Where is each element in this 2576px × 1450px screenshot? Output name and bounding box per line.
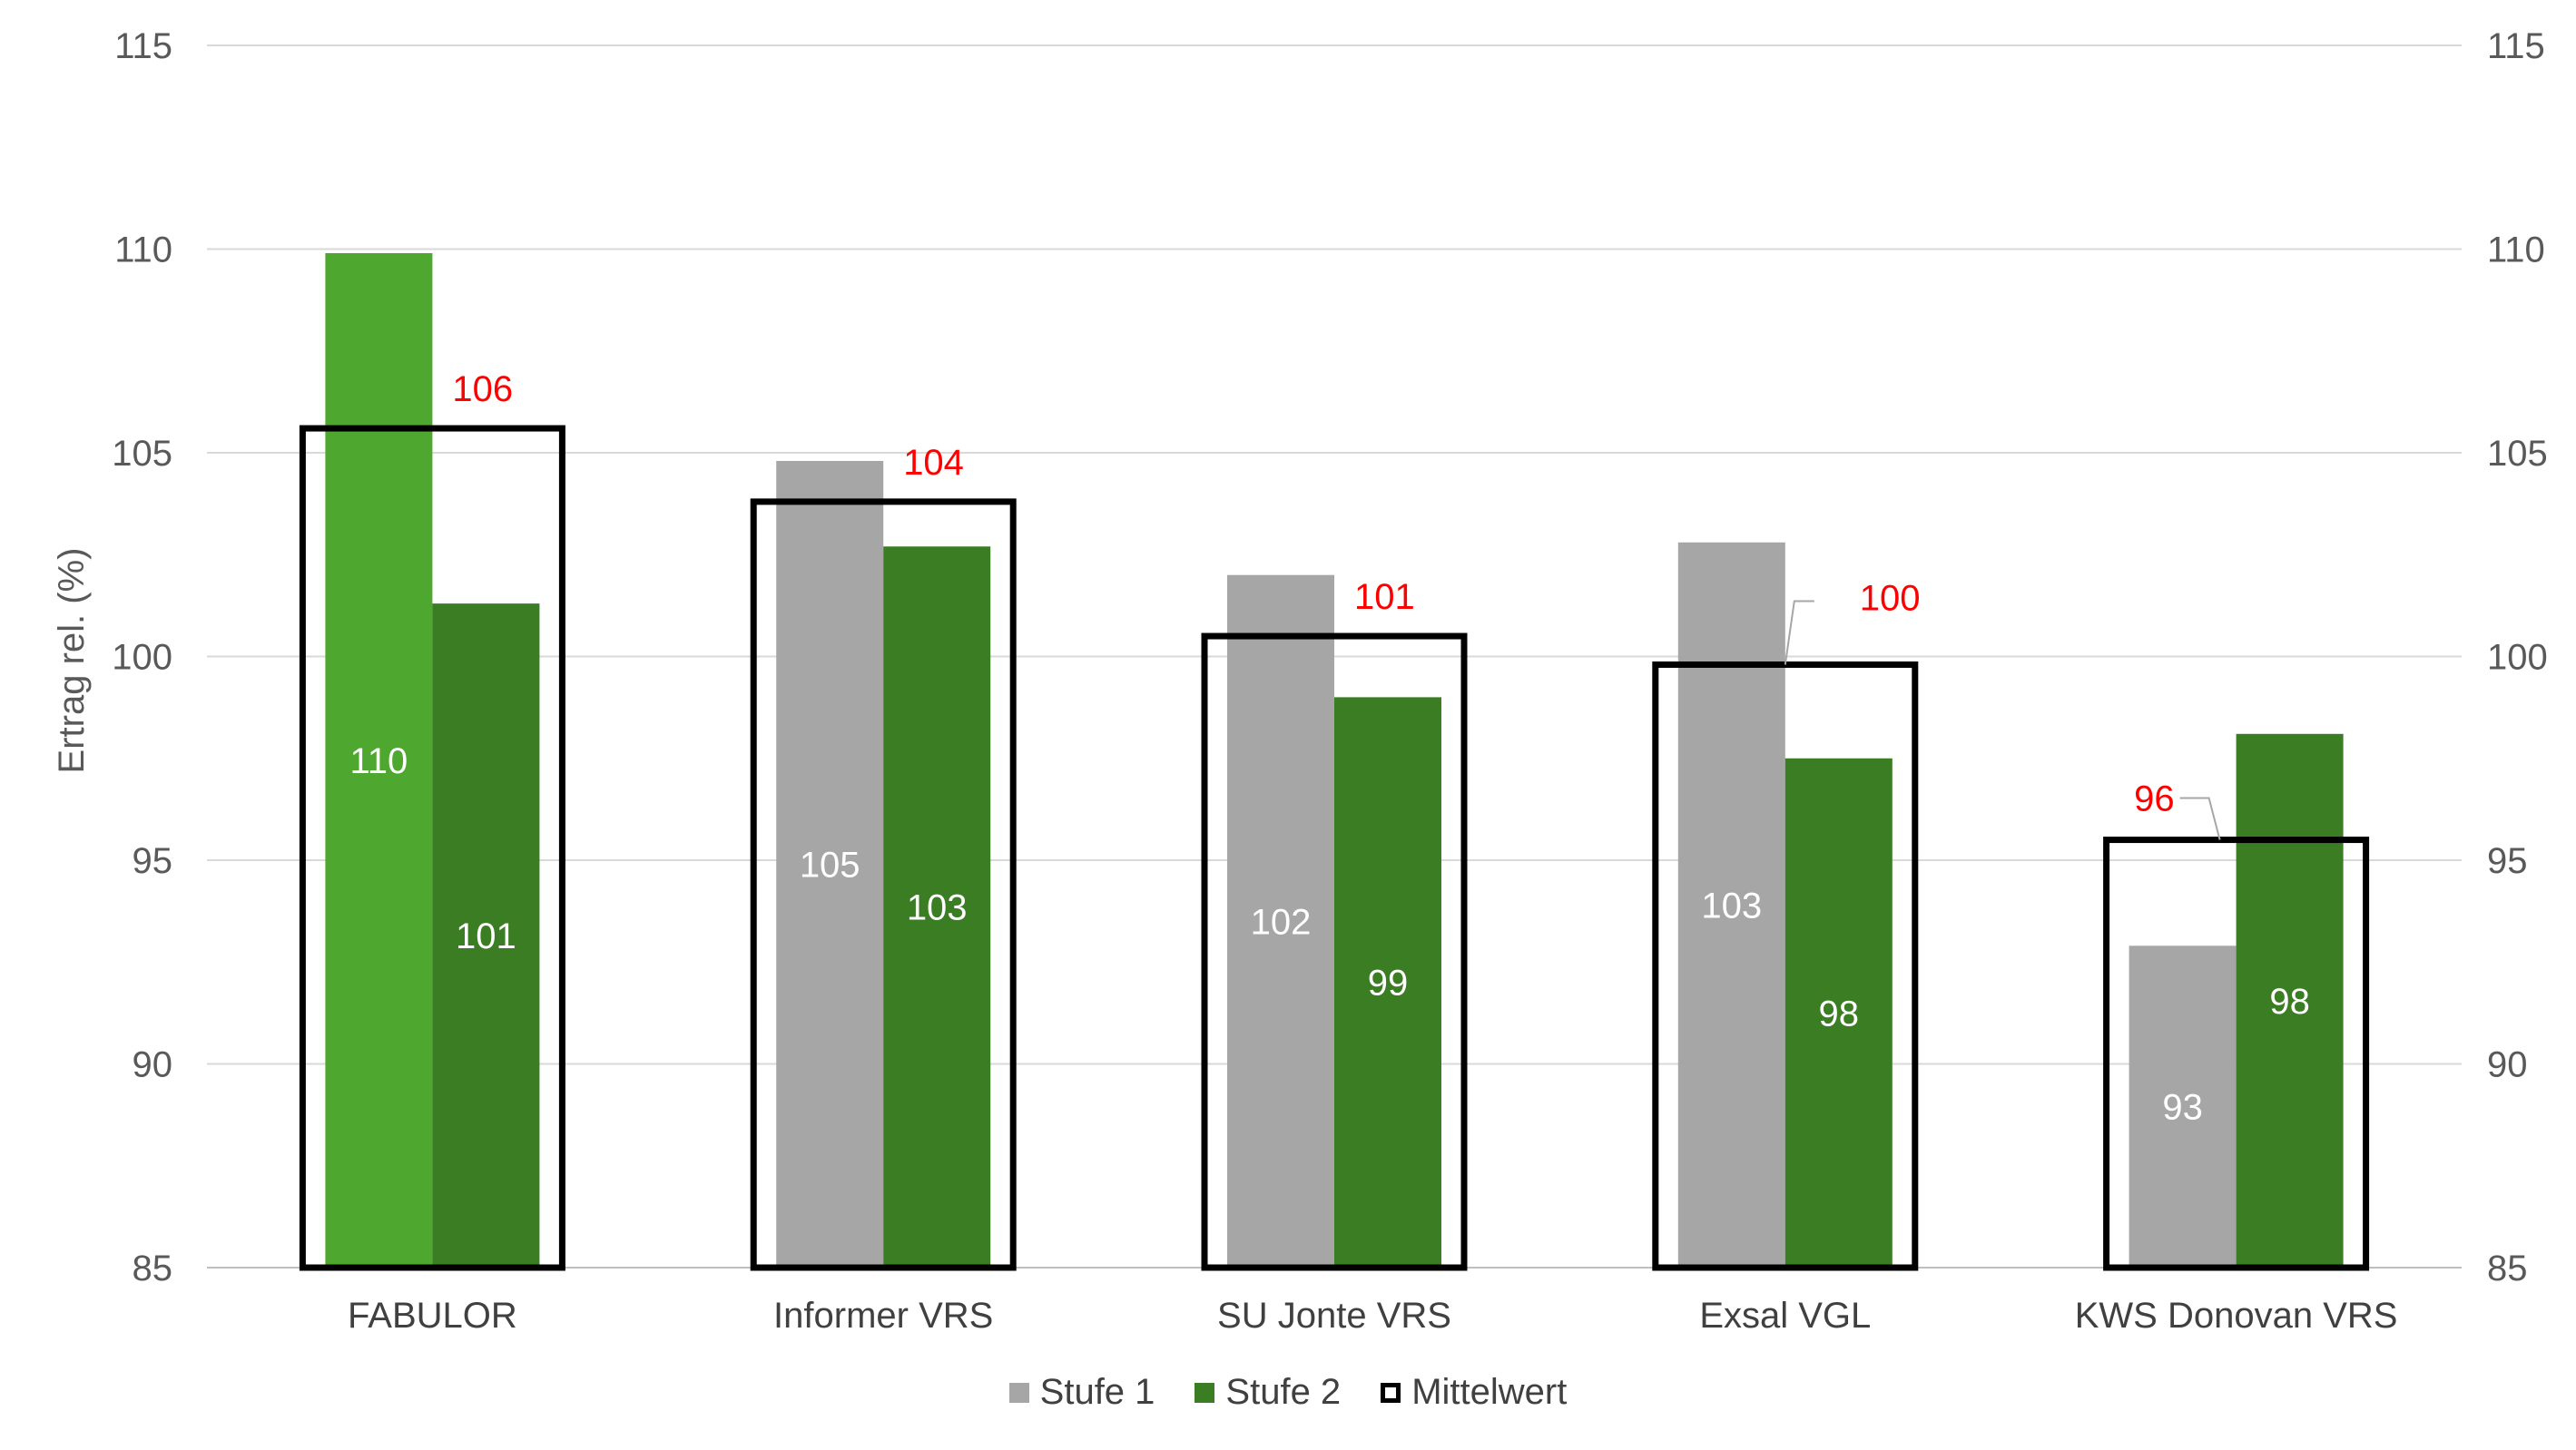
y-tick-label-left: 85 [133,1249,173,1288]
bar-stufe-1 [325,252,433,1268]
y-axis-right: 85 90 95 100 105 110 115 [2487,26,2548,1288]
bar-stufe-1 [776,460,884,1269]
y-tick-label-right: 110 [2487,230,2545,270]
x-tick-label: KWS Donovan VRS [2075,1296,2398,1336]
bar-stufe-2 [432,603,540,1268]
bar-stufe-2 [2236,733,2344,1268]
data-label-mittelwert: 106 [452,369,513,409]
mean-box [299,425,565,1271]
data-label-stufe-1: 103 [1701,886,1762,926]
y-tick-label-right: 105 [2487,434,2548,474]
mean-box [1201,632,1468,1271]
data-label-mittelwert: 101 [1354,577,1415,617]
bar-stufe-1 [1227,574,1334,1268]
legend-label-stufe-2: Stufe 2 [1225,1372,1342,1412]
data-label-stufe-1: 110 [350,741,408,781]
mean-box [750,498,1017,1271]
y-tick-label-left: 105 [112,434,172,474]
data-label-mittelwert: 104 [903,443,964,483]
legend: Stufe 1 Stufe 2 Mittelwert [0,1372,2576,1413]
x-tick-label: Informer VRS [773,1296,993,1336]
data-label-stufe-2: 98 [2269,982,2310,1022]
y-axis-left: 85 90 95 100 105 110 115 [112,26,172,1288]
y-tick-label-right: 95 [2487,841,2528,881]
data-label-stufe-1: 93 [2162,1088,2203,1128]
legend-item-stufe-1: Stufe 1 [1008,1372,1155,1413]
legend-item-mittelwert: Mittelwert [1381,1372,1567,1413]
data-label-stufe-2: 101 [456,916,516,956]
data-label-mittelwert: 100 [1860,578,1921,618]
y-tick-label-left: 115 [114,26,172,66]
y-tick-label-right: 100 [2487,638,2548,678]
x-tick-label: SU Jonte VRS [1217,1296,1451,1336]
x-tick-label: FABULOR [348,1296,517,1336]
leader-line [2179,797,2221,840]
bar-stufe-2 [1334,697,1441,1268]
x-tick-label: Exsal VGL [1699,1296,1871,1336]
y-tick-label-left: 90 [133,1045,173,1085]
y-tick-label-left: 100 [112,638,172,678]
data-label-stufe-1: 105 [800,845,860,885]
data-label-mittelwert: 96 [2134,779,2175,819]
legend-item-stufe-2: Stufe 2 [1195,1372,1341,1413]
y-tick-label-right: 115 [2487,26,2545,66]
y-axis-label: Ertrag rel. (%) [52,548,92,774]
data-label-stufe-2: 103 [907,888,968,928]
mean-box [2103,837,2370,1271]
data-labels: 110 101 106 105 103 104 102 99 101 103 98 100 93 98 96 [350,369,2310,1128]
leader-line [1784,600,1814,665]
legend-swatch-mittelwert [1381,1382,1401,1403]
data-label-stufe-2: 98 [1819,994,1860,1034]
bars [325,252,2344,1269]
legend-swatch-stufe-2 [1195,1382,1215,1403]
x-axis: FABULOR Informer VRS SU Jonte VRS Exsal VGL… [348,1296,2397,1336]
y-tick-label-right: 90 [2487,1045,2528,1085]
data-label-stufe-2: 99 [1368,964,1409,1004]
bar-stufe-2 [1785,758,1893,1268]
legend-label-stufe-1: Stufe 1 [1039,1372,1155,1412]
y-tick-label-left: 110 [114,230,172,270]
legend-swatch-stufe-1 [1008,1382,1029,1403]
bar-stufe-2 [883,546,991,1268]
y-tick-label-right: 85 [2487,1249,2528,1288]
legend-label-mittelwert: Mittelwert [1411,1372,1568,1412]
mean-boxes [299,425,2370,1271]
data-label-stufe-1: 102 [1251,902,1312,942]
y-tick-label-left: 95 [133,841,173,881]
bar-stufe-1 [2129,945,2237,1268]
